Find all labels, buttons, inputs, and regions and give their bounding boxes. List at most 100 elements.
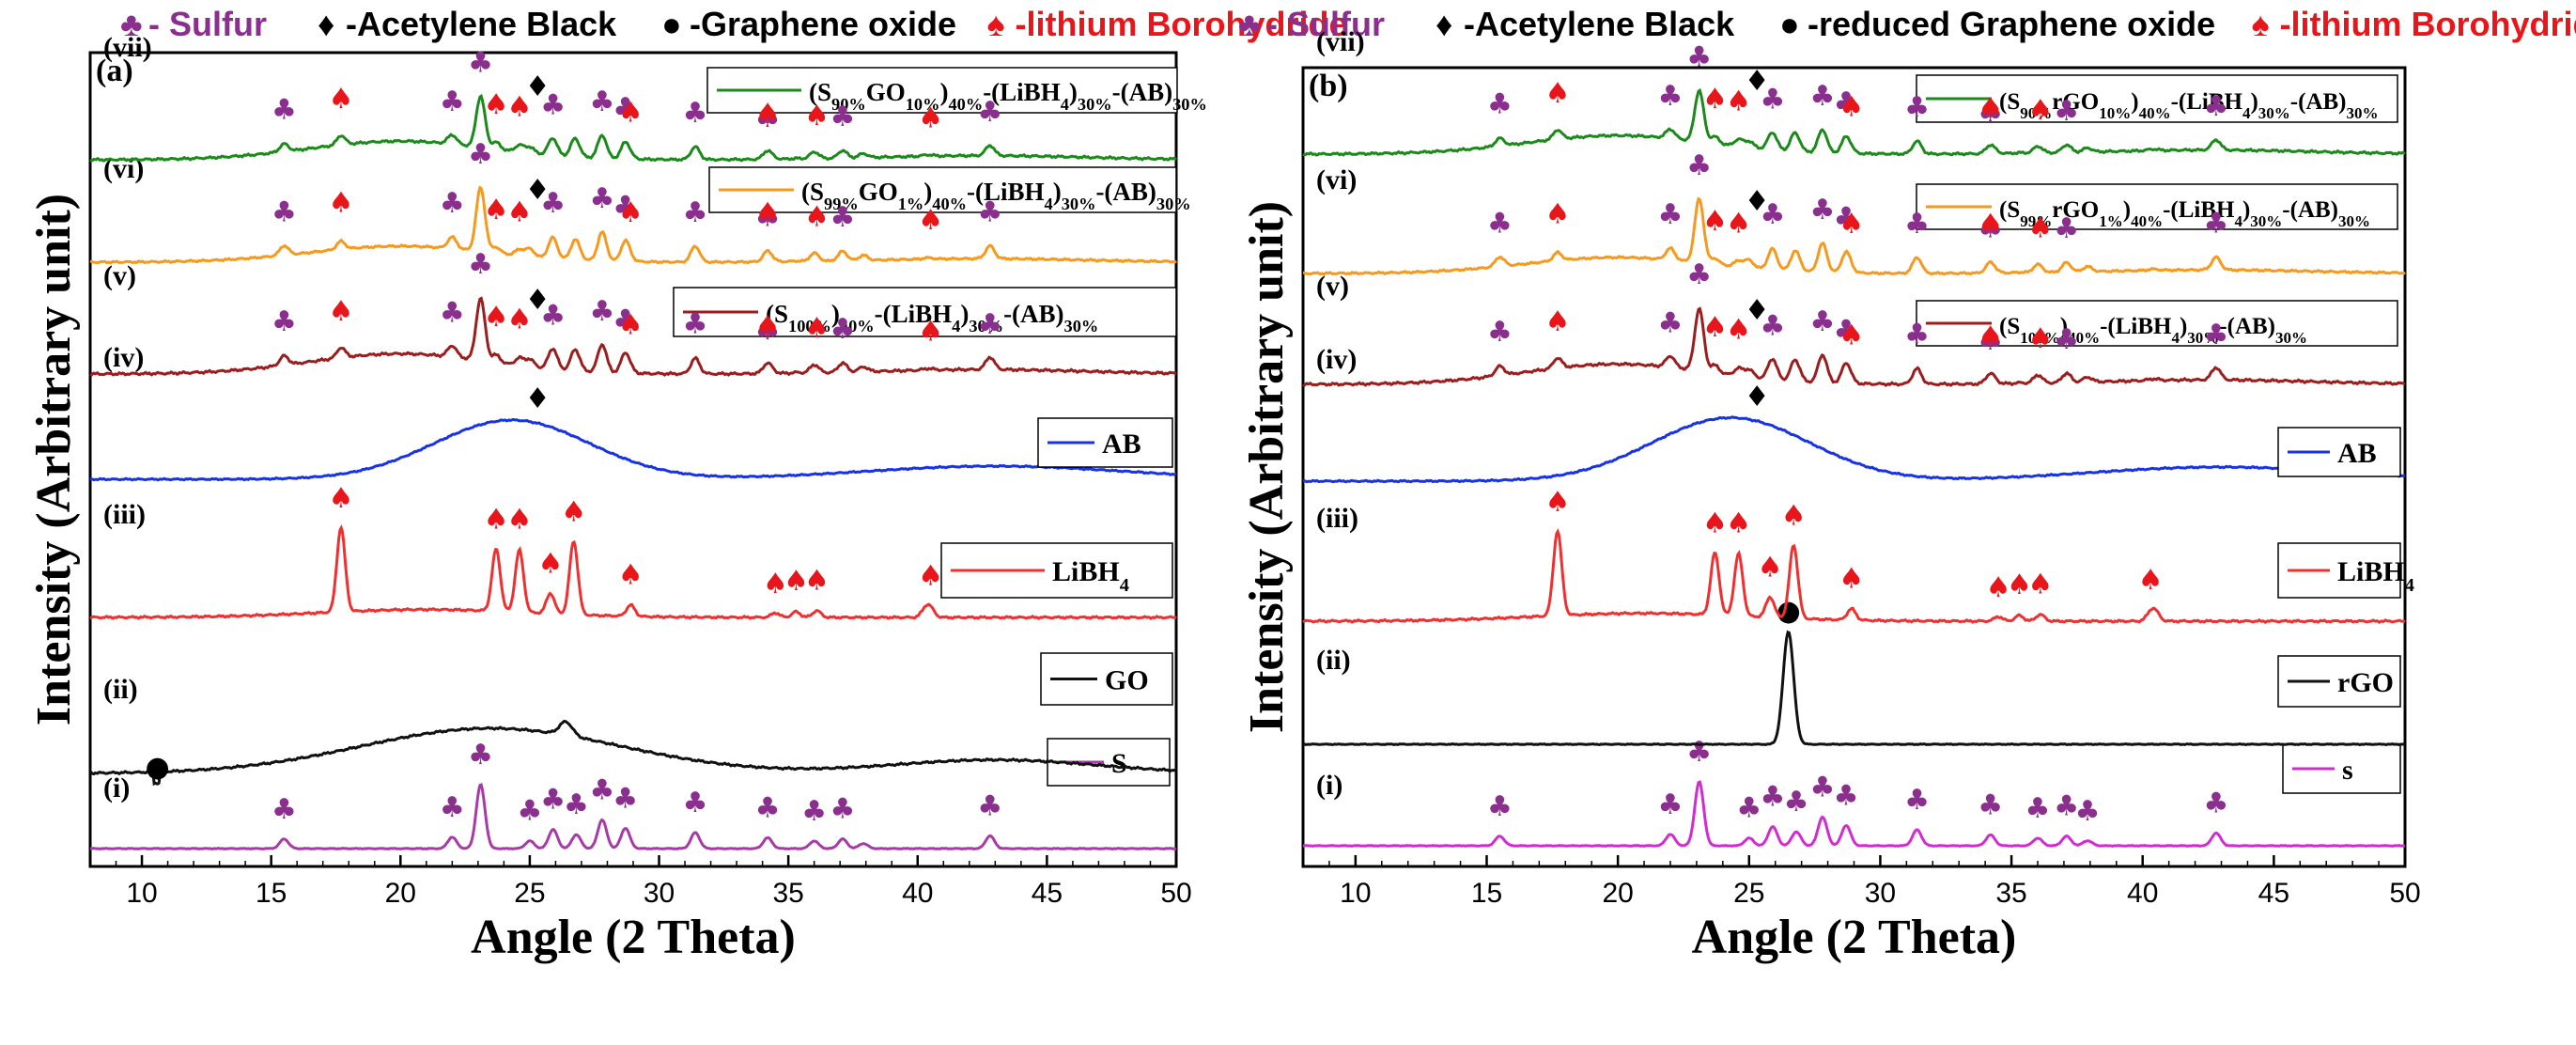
x-tick-label: 15 [256, 878, 287, 909]
comp-sulfur-marker: ♣ [272, 305, 297, 338]
comp-sulfur-marker: ♣ [1686, 40, 1712, 73]
comp-sulfur-marker: ♣ [683, 308, 708, 341]
row-label-1: (ii) [103, 674, 138, 705]
panel-b: ♣ - Sulfur ♦ -Acetylene Black ● -reduced Grap… [1238, 5, 2576, 964]
series-line-1 [1302, 630, 2406, 747]
sample-legend-label-4: (S100%)40%-(LiBH4)30%-(AB)30% [766, 300, 1098, 335]
comp-sulfur-marker: ♣ [2203, 90, 2228, 123]
x-tick-label: 45 [1032, 878, 1063, 909]
comp-sulfur-marker: ♣ [2054, 95, 2079, 128]
comp-libh4-marker: ♠ [1726, 207, 1751, 240]
sulfur-peak-marker: ♣ [1686, 736, 1712, 769]
sulfur-peak-marker: ♣ [590, 773, 615, 806]
comp-sulfur-marker: ♣ [1834, 201, 1859, 234]
legend-symbol-1: ♦ [318, 5, 334, 43]
series-line-6 [89, 93, 1178, 163]
ab-peak-marker: ♦ [525, 382, 551, 415]
comp-sulfur-marker: ♣ [755, 200, 781, 233]
comp-libh4-marker: ♠ [804, 200, 830, 233]
sample-legend-label-4: (S100%)40%-(LiBH4)30%-(AB)30% [1999, 314, 2307, 347]
comp-sulfur-marker: ♣ [1810, 305, 1836, 338]
comp-libh4-marker: ♠ [1839, 91, 1864, 124]
series-line-3 [1302, 415, 2406, 484]
series-line-0 [90, 783, 1177, 850]
comp-sulfur-marker: ♣ [1904, 91, 1930, 124]
sample-legend-label-5: (S99%GO1%)40%-(LiBH4)30%-(AB)30% [801, 178, 1191, 213]
x-tick-label: 45 [2258, 878, 2289, 909]
comp-libh4-marker: ♠ [506, 91, 532, 124]
comp-libh4-marker: ♠ [1702, 83, 1728, 116]
x-tick-label: 10 [126, 878, 157, 909]
comp-ab-marker: ♦ [525, 284, 551, 317]
libh4-peak-marker: ♠ [804, 564, 830, 597]
comp-sulfur-marker: ♣ [683, 97, 708, 130]
go-peak-marker: ● [145, 751, 169, 784]
comp-sulfur-marker: ♣ [1904, 319, 1930, 351]
comp-libh4-marker: ♠ [755, 310, 781, 343]
row-label-0: (i) [1316, 770, 1342, 801]
comp-libh4-marker: ♠ [1978, 92, 2003, 125]
sulfur-peak-marker: ♣ [2075, 795, 2101, 828]
row-label-3: (iv) [1316, 344, 1357, 375]
sulfur-peak-marker: ♣ [1736, 792, 1761, 825]
x-tick-label: 50 [1160, 878, 1191, 909]
comp-sulfur-marker: ♣ [1760, 84, 1785, 117]
comp-sulfur-marker: ♣ [1978, 211, 2003, 244]
x-tick-label: 20 [385, 878, 416, 909]
row-label-0: (i) [103, 772, 130, 803]
comp-sulfur-marker: ♣ [540, 89, 566, 122]
libh4-peak-marker: ♠ [1758, 551, 1783, 584]
comp-libh4-marker: ♠ [1544, 305, 1570, 338]
x-tick-label: 30 [1865, 878, 1896, 909]
legend-label-1: -Acetylene Black [1464, 5, 1735, 43]
comp-sulfur-marker: ♣ [468, 138, 493, 171]
sulfur-peak-marker: ♣ [2025, 792, 2051, 825]
y-axis-title: Intensity (Arbitrary unit) [27, 194, 81, 725]
sulfur-peak-marker: ♣ [755, 791, 781, 824]
legend-label-3: -lithium Borohydride [2280, 5, 2576, 43]
comp-sulfur-marker: ♣ [440, 187, 465, 220]
legend-symbol-0: ♣ [1238, 5, 1261, 43]
comp-sulfur-marker: ♣ [2203, 319, 2228, 351]
comp-sulfur-marker: ♣ [1658, 198, 1684, 231]
x-tick-label: 40 [902, 878, 933, 909]
comp-libh4-marker: ♠ [804, 312, 830, 345]
sulfur-peak-marker: ♣ [830, 792, 855, 825]
comp-sulfur-marker: ♣ [830, 101, 855, 133]
comp-libh4-marker: ♠ [484, 194, 509, 226]
row-label-3: (iv) [103, 342, 144, 373]
comp-ab-marker: ♦ [1745, 185, 1770, 218]
sulfur-peak-marker: ♣ [1978, 788, 2003, 821]
comp-libh4-marker: ♠ [484, 301, 509, 334]
comp-sulfur-marker: ♣ [540, 299, 566, 332]
sample-legend-label-2: LiBH4 [2337, 556, 2414, 596]
sulfur-peak-marker: ♣ [2203, 787, 2228, 819]
libh4-peak-marker: ♠ [1781, 499, 1807, 532]
sample-legend-label-0: s [2342, 755, 2353, 786]
libh4-peak-marker: ♠ [784, 565, 809, 598]
libh4-peak-marker: ♠ [1986, 571, 2011, 604]
row-label-6: (vii) [103, 32, 152, 63]
comp-libh4-marker: ♠ [1978, 320, 2003, 353]
legend-symbol-2: ● [1779, 5, 1800, 43]
legend-symbol-0: ♣ [120, 5, 143, 43]
legend-symbol-3: ♠ [2252, 5, 2270, 43]
comp-libh4-marker: ♠ [1702, 205, 1728, 238]
libh4-peak-marker: ♠ [2027, 568, 2053, 600]
comp-libh4-marker: ♠ [1726, 86, 1751, 118]
comp-sulfur-marker: ♣ [1760, 309, 1785, 342]
row-label-5: (vi) [1316, 164, 1357, 195]
comp-sulfur-marker: ♣ [2054, 212, 2079, 245]
sample-legend-label-2: LiBH4 [1052, 556, 1129, 596]
comp-sulfur-marker: ♣ [1978, 96, 2003, 129]
comp-sulfur-marker: ♣ [977, 308, 1002, 341]
comp-ab-marker: ♦ [525, 174, 551, 207]
comp-sulfur-marker: ♣ [755, 101, 781, 134]
sulfur-peak-marker: ♣ [517, 795, 542, 828]
panel-label: (b) [1309, 69, 1348, 103]
sulfur-peak-marker: ♣ [977, 789, 1002, 822]
legend-label-1: -Acetylene Black [346, 5, 617, 43]
row-label-6: (vii) [1316, 26, 1365, 57]
libh4-peak-marker: ♠ [1544, 486, 1570, 519]
comp-sulfur-marker: ♣ [613, 92, 638, 125]
